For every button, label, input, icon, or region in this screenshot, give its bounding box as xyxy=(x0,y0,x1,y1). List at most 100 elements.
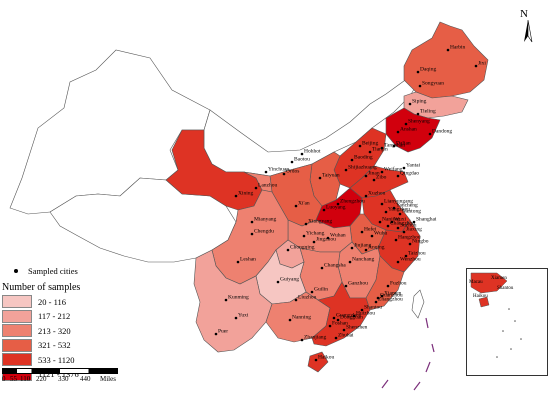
city-label: Zibo xyxy=(376,175,387,181)
sampled-city-point xyxy=(390,220,394,224)
scale-tick-label: 440 xyxy=(80,375,91,383)
north-label: N xyxy=(520,8,528,20)
sampled-city-point xyxy=(412,220,416,224)
sampled-city-point xyxy=(408,242,412,246)
sampled-city-point xyxy=(234,316,238,320)
city-label: Tieling xyxy=(420,109,436,115)
city-label: Haikou xyxy=(318,355,334,361)
city-label: Jiujiang xyxy=(354,243,372,249)
city-label: Nanjing xyxy=(382,217,400,223)
city-label: Hangzhou xyxy=(398,235,421,241)
sampled-city-point xyxy=(336,318,340,322)
city-label: Jinan xyxy=(368,171,380,177)
sampled-city-point xyxy=(320,266,324,270)
sampled-city-point xyxy=(254,186,258,190)
city-label: Leshan xyxy=(240,257,256,263)
city-label: Hohhot xyxy=(304,149,321,155)
sampled-city-point xyxy=(380,202,384,206)
city-label: Nanchang xyxy=(352,257,375,263)
legend-swatch xyxy=(2,295,32,309)
sampled-city-point xyxy=(332,316,336,320)
sampled-city-point xyxy=(358,144,362,148)
legend-swatch xyxy=(2,338,32,352)
legend: Sampled cities Number of samples 20 - 11… xyxy=(2,264,132,382)
city-label: Chongqing xyxy=(290,245,315,251)
city-label: Xi'an xyxy=(298,201,310,207)
city-label: Baoding xyxy=(354,155,373,161)
sampled-city-point xyxy=(396,174,400,178)
city-label: Yuxi xyxy=(238,313,249,319)
sampled-city-point xyxy=(372,178,376,182)
sampled-city-point xyxy=(294,204,298,208)
city-label: Huizhou xyxy=(356,311,375,317)
sampled-city-point xyxy=(224,298,228,302)
city-label: Ganzhou xyxy=(348,281,368,287)
city-label: Nantong xyxy=(402,209,421,215)
sampled-city-point xyxy=(398,212,402,216)
sampled-city-point xyxy=(386,284,390,288)
city-label: Zhuhai xyxy=(338,333,354,339)
sampled-city-point xyxy=(384,210,388,214)
sampled-city-point xyxy=(250,232,254,236)
city-label: Guilin xyxy=(314,287,328,293)
sampled-city-point xyxy=(322,208,326,212)
sampled-city-point xyxy=(364,248,368,252)
sampled-city-point xyxy=(360,230,364,234)
city-label: Jingzhou xyxy=(316,237,336,243)
sampled-city-point xyxy=(374,300,378,304)
sampled-city-point xyxy=(288,318,292,322)
sampled-city-point xyxy=(392,206,396,210)
sampled-city-point xyxy=(214,332,218,336)
sampled-city-point xyxy=(236,260,240,264)
city-label: Zhangzhou xyxy=(378,297,403,303)
city-label: Foshan xyxy=(332,321,348,327)
city-label: Dalian xyxy=(396,141,411,147)
city-label: Luoyang xyxy=(326,205,346,211)
city-labels: Harbin Daqing Jixi Songyuan Siping Tieling Dan… xyxy=(218,45,486,361)
legend-class-label: 321 - 532 xyxy=(38,340,71,351)
sampled-city-point xyxy=(300,338,304,342)
scale-bar-graphic xyxy=(2,368,118,374)
city-label: Wuxi xyxy=(394,217,406,223)
legend-sampled-cities-label: Sampled cities xyxy=(28,266,78,277)
sampled-city-point xyxy=(352,314,356,318)
city-label: Xining xyxy=(238,191,254,197)
sampled-city-point xyxy=(348,260,352,264)
scale-tick-label: 55 xyxy=(10,375,17,383)
city-label: Puer xyxy=(218,329,228,335)
city-label: Jixi xyxy=(478,61,486,67)
legend-sampled-cities: Sampled cities xyxy=(2,264,132,279)
inset-city-label: Shantou xyxy=(497,286,514,291)
region-hainan xyxy=(307,351,329,373)
city-label: Zhengzhou xyxy=(340,199,365,205)
city-label: Yantai xyxy=(406,163,421,169)
sampled-city-point xyxy=(234,194,238,198)
city-label: Guiyang xyxy=(280,277,299,283)
city-label: Liuzhou xyxy=(298,295,317,301)
city-label: Beijing xyxy=(362,141,378,147)
sampled-city-point xyxy=(376,296,380,300)
city-label: Siping xyxy=(412,99,427,105)
legend-title: Number of samples xyxy=(2,281,81,293)
city-label: Weifang xyxy=(384,166,403,173)
legend-class-label: 1121 - 1376 xyxy=(38,369,79,380)
city-label: Nanning xyxy=(292,315,311,321)
city-label: Kunming xyxy=(228,295,249,301)
sampled-city-point xyxy=(302,234,306,238)
city-label: Anqing xyxy=(368,245,385,251)
sampled-city-point xyxy=(396,260,400,264)
city-label: Shenzhen xyxy=(346,325,368,331)
sampled-city-point xyxy=(364,194,368,198)
legend-swatch xyxy=(2,353,32,367)
inset-labels: Macau Xiamen Shantou Haikou xyxy=(469,276,514,299)
sampled-city-point xyxy=(370,234,374,238)
sampled-city-point xyxy=(344,284,348,288)
north-arrow-icon xyxy=(524,19,533,43)
scale-unit-label: Miles xyxy=(100,375,116,383)
sampled-city-point xyxy=(402,166,406,170)
city-label: Hefei xyxy=(364,226,377,233)
legend-class-label: 213 - 320 xyxy=(38,325,71,336)
city-label: Changsha xyxy=(324,263,346,269)
legend-swatch xyxy=(2,324,32,338)
